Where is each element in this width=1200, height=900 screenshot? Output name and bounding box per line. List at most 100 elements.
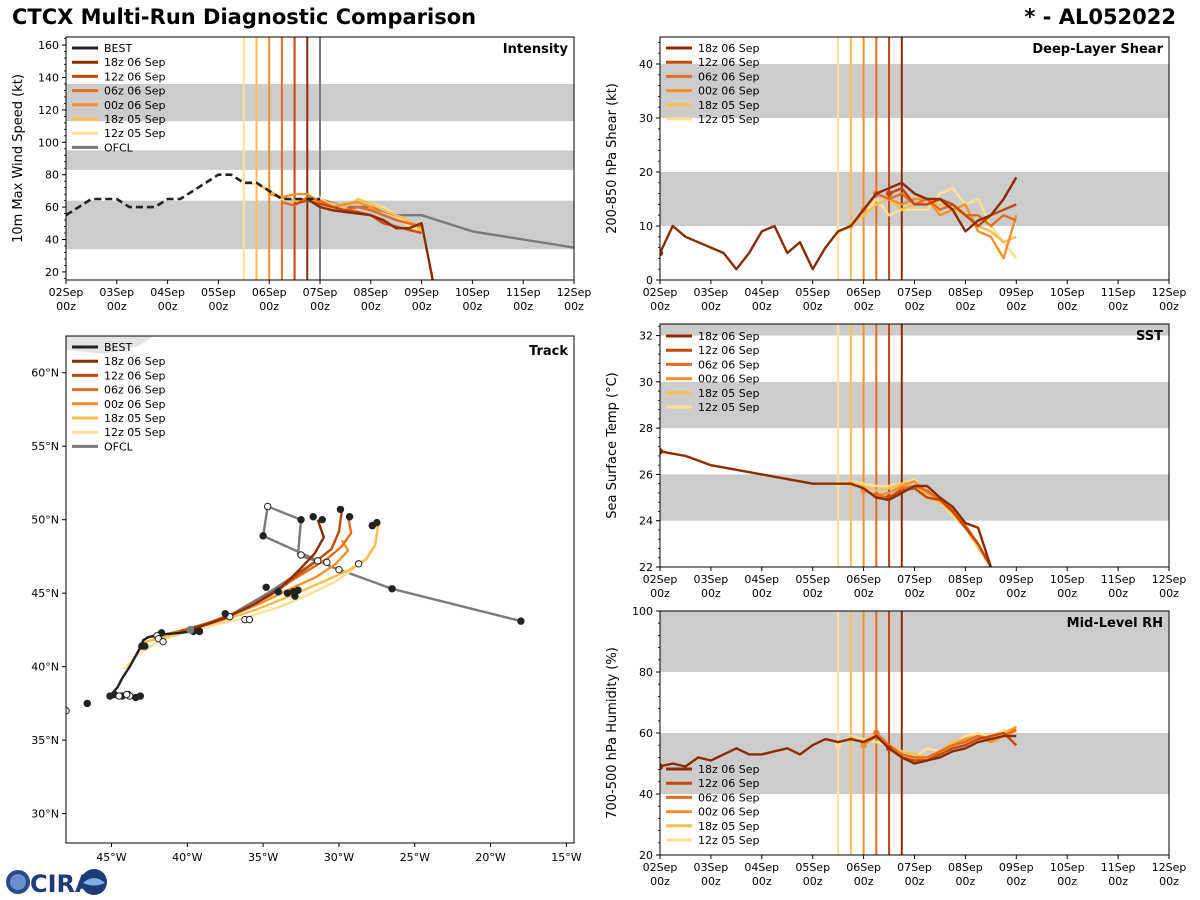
figure-title: CTCX Multi-Run Diagnostic Comparison <box>12 5 477 29</box>
intensity-legend-label: 00z 06 Sep <box>104 99 166 112</box>
sst-xtick-sublabel: 00z <box>1108 587 1128 600</box>
track-legend-label: OFCL <box>104 440 134 453</box>
sst-xtick-sublabel: 00z <box>956 587 976 600</box>
track-series-best <box>109 630 200 697</box>
intensity-series-18z-06-sep <box>306 197 434 280</box>
rh-xtick-sublabel: 00z <box>752 875 772 888</box>
sst-xtick-sublabel: 00z <box>1006 587 1026 600</box>
track-point-track-dark <box>309 513 317 521</box>
track-point-track-dark <box>345 513 354 521</box>
shear-series-12z-06-sep <box>888 186 1017 228</box>
rh-legend-label: 00z 06 Sep <box>698 806 760 819</box>
shear-ytick-label: 40 <box>639 58 653 71</box>
rh-init-marker-12z-05-sep <box>834 742 842 749</box>
intensity-xtick-label: 09Sep <box>404 286 439 299</box>
sst-init-marker-18z-06-sep <box>660 448 664 455</box>
track-point-track-dark <box>274 588 282 596</box>
rh-band-1 <box>660 611 1169 672</box>
sst-legend-label: 18z 05 Sep <box>698 387 760 400</box>
track-point-track-dark <box>221 610 229 618</box>
sst-ytick-label: 30 <box>639 376 653 389</box>
rh-xtick-label: 08Sep <box>948 861 983 874</box>
rh-xtick-sublabel: 00z <box>1108 875 1128 888</box>
logo-wave-icon <box>83 878 105 886</box>
sst-xtick-sublabel: 00z <box>1057 587 1077 600</box>
rh-init-marker-00z-06-sep <box>860 742 867 749</box>
rh-ytick-label: 100 <box>632 605 653 618</box>
sst-legend-label: 12z 05 Sep <box>698 401 760 414</box>
track-point-12z-05-sep <box>314 557 322 565</box>
track-panel: 45°W 40°W 35°W 30°W 25°W 20°W 15°W 30°N 35°N 40°N… <box>31 335 582 864</box>
intensity-xtick-label: 10Sep <box>455 286 490 299</box>
sst-xtick-sublabel: 00z <box>701 587 721 600</box>
rh-series-18z-06-sep <box>660 734 1017 768</box>
shear-panel: 01020304002Sep00z03Sep00z04Sep00z05Sep00… <box>605 36 1186 313</box>
intensity-xtick-sublabel: 00z <box>310 300 330 313</box>
track-point-12z-05-sep <box>323 558 331 567</box>
track-ofcl-marker <box>186 625 195 634</box>
rh-xtick-label: 06Sep <box>846 861 881 874</box>
shear-ytick-label: 30 <box>639 112 653 125</box>
shear-xtick-sublabel: 00z <box>1159 300 1179 313</box>
intensity-xtick-label: 04Sep <box>150 286 185 299</box>
shear-ytick-label: 0 <box>646 274 653 287</box>
intensity-legend-label: 18z 06 Sep <box>104 56 166 69</box>
intensity-ylabel: 10m Max Wind Speed (kt) <box>11 74 26 243</box>
track-legend-label: 12z 06 Sep <box>104 369 166 382</box>
rh-ytick-label: 80 <box>639 666 653 679</box>
intensity-xtick-sublabel: 00z <box>564 300 584 313</box>
logo-swirl-icon <box>10 874 26 890</box>
intensity-xtick-label: 08Sep <box>353 286 388 299</box>
sst-panel: 22242628303202Sep00z03Sep00z04Sep00z05Se… <box>605 323 1186 600</box>
sst-title: SST <box>1136 329 1163 344</box>
rh-xtick-label: 07Sep <box>897 861 932 874</box>
rh-title: Mid-Level RH <box>1067 616 1163 631</box>
intensity-series-06z-06-sep <box>281 196 422 228</box>
sst-ytick-label: 22 <box>639 561 653 574</box>
sst-xtick-sublabel: 00z <box>905 587 925 600</box>
intensity-panel: 2040608010012014016002Sep00z03Sep00z04Se… <box>11 36 591 313</box>
track-legend-label: 06z 06 Sep <box>104 384 166 397</box>
shear-xtick-sublabel: 00z <box>701 300 721 313</box>
sst-xtick-label: 08Sep <box>948 573 983 586</box>
rh-xtick-sublabel: 00z <box>854 875 874 888</box>
track-xtick-label: 20°W <box>475 851 505 864</box>
intensity-legend-label: BEST <box>104 42 132 55</box>
shear-legend-label: 06z 06 Sep <box>698 70 760 83</box>
track-land <box>66 336 154 354</box>
sst-legend-label: 18z 06 Sep <box>698 330 760 343</box>
track-legend-label: BEST <box>104 341 132 354</box>
shear-xtick-sublabel: 00z <box>1057 300 1077 313</box>
sst-series-18z-06-sep <box>660 450 993 567</box>
intensity-xtick-label: 05Sep <box>201 286 236 299</box>
track-ytick-label: 45°N <box>31 587 59 600</box>
track-point-12z-05-sep <box>354 560 363 568</box>
track-point-track-dark <box>262 583 270 591</box>
shear-xtick-sublabel: 00z <box>650 300 670 313</box>
rh-xtick-label: 12Sep <box>1152 861 1187 874</box>
track-series-12z-05-sep <box>122 522 380 671</box>
sst-xtick-sublabel: 00z <box>803 587 823 600</box>
track-xtick-label: 40°W <box>172 851 202 864</box>
track-xtick-label: 35°W <box>248 851 278 864</box>
rh-legend-label: 06z 06 Sep <box>698 791 760 804</box>
track-ytick-label: 50°N <box>31 514 59 527</box>
intensity-xtick-label: 02Sep <box>49 286 84 299</box>
intensity-ytick-label: 20 <box>45 266 59 279</box>
intensity-xtick-sublabel: 00z <box>107 300 127 313</box>
sst-legend-label: 00z 06 Sep <box>698 373 760 386</box>
track-point-ofcl-open <box>263 502 272 511</box>
track-point-track-dark <box>297 515 305 524</box>
rh-xtick-label: 03Sep <box>694 861 729 874</box>
intensity-title: Intensity <box>503 42 569 57</box>
storm-id: * - AL052022 <box>1024 5 1176 29</box>
track-point-track-dark <box>336 505 345 514</box>
track-point-track-dark <box>283 589 292 597</box>
intensity-ytick-label: 160 <box>38 39 59 52</box>
track-point-12z-05-sep <box>159 637 167 646</box>
intensity-xtick-sublabel: 00z <box>56 300 76 313</box>
shear-xtick-label: 10Sep <box>1050 286 1085 299</box>
track-legend-label: 18z 05 Sep <box>104 412 166 425</box>
shear-legend-label: 00z 06 Sep <box>698 85 760 98</box>
track-ytick-label: 35°N <box>31 734 59 747</box>
